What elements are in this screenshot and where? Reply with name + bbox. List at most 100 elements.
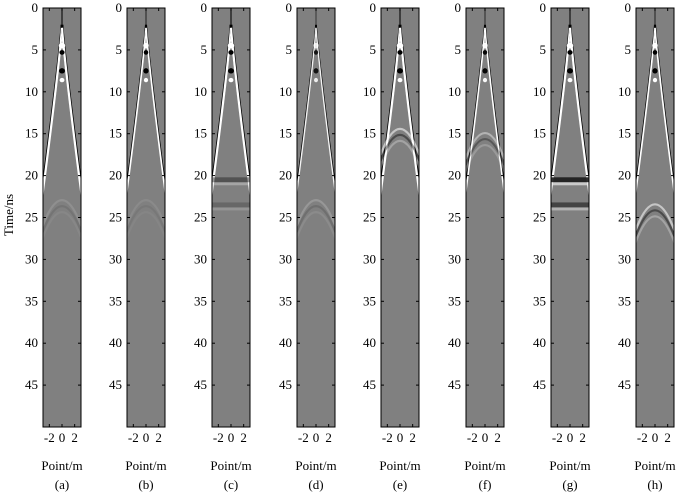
y-tick-label: 25 [109,210,122,225]
y-tick-label: 35 [533,293,546,308]
direct-wave-branch-light [381,27,402,199]
x-axis-label: Point/m [634,458,675,473]
y-tick-label: 20 [109,168,122,183]
y-tick-label: 30 [109,251,122,266]
panel-events [212,8,250,211]
y-tick-label: 5 [201,42,208,57]
x-tick-label: 2 [494,430,501,445]
direct-wave-blip [313,42,319,49]
direct-wave-branch-light [315,27,335,196]
y-tick-label: 10 [194,84,207,99]
x-axis-label: Point/m [464,458,505,473]
y-tick-label: 0 [32,0,39,15]
diffraction-arc [297,211,335,241]
diffraction-arc [466,144,504,174]
reflection-band-light [212,182,250,186]
direct-wave-blip [228,50,234,55]
y-tick-label: 40 [109,335,122,350]
x-axis-label: Point/m [125,458,166,473]
panel-events [127,8,165,241]
y-tick-label: 25 [363,210,376,225]
reflection-band-dark [551,177,589,183]
direct-wave-blip [397,50,403,55]
direct-wave-blip [482,42,488,49]
direct-wave-blip [396,42,404,49]
direct-wave-blip [482,77,488,83]
x-tick-label: 0 [228,430,235,445]
direct-wave-blip [567,50,573,55]
x-tick-label: 0 [567,430,574,445]
y-tick-label: 45 [363,377,376,392]
y-tick-label: 45 [25,377,38,392]
x-tick-label: 0 [143,430,150,445]
y-tick-label: 25 [194,210,207,225]
diffraction-arc [127,199,165,229]
x-tick-label: -2 [128,430,139,445]
y-tick-label: 10 [533,84,546,99]
diffraction-arc [127,205,165,235]
y-tick-label: 40 [25,335,38,350]
x-tick-label: 2 [155,430,162,445]
panel-events [297,8,335,241]
y-tick-label: 35 [363,293,376,308]
y-tick-label: 0 [370,0,377,15]
panel-label: (d) [308,477,323,492]
panel-label: (e) [393,477,407,492]
y-tick-label: 0 [540,0,547,15]
direct-wave-branch-light [60,27,81,199]
y-tick-label: 35 [448,293,461,308]
x-tick-label: -2 [637,430,648,445]
y-tick-label: 0 [116,0,123,15]
diffraction-arc [466,138,504,168]
panel-label: (c) [224,477,238,492]
x-axis-label: Point/m [295,458,336,473]
y-tick-label: 25 [618,210,631,225]
y-tick-label: 0 [286,0,293,15]
panel-label: (g) [562,477,577,492]
y-tick-label: 0 [201,0,208,15]
y-tick-label: 25 [279,210,292,225]
panel-background [466,8,504,427]
direct-wave-branch-light [212,27,233,199]
x-tick-label: 2 [240,430,247,445]
y-tick-label: 10 [618,84,631,99]
y-tick-label: 20 [194,168,207,183]
y-tick-label: 35 [618,293,631,308]
x-tick-label: -2 [213,430,224,445]
diffraction-arc [381,128,419,158]
y-tick-label: 45 [533,377,546,392]
x-axis-label: Point/m [210,458,251,473]
x-tick-label: 2 [579,430,586,445]
y-tick-label: 10 [109,84,122,99]
direct-wave-branch-light [229,27,250,199]
y-tick-label: 45 [279,377,292,392]
panel-events [381,8,419,199]
direct-wave-blip [652,68,658,74]
direct-wave-blip [652,77,658,83]
x-tick-label: -2 [552,430,563,445]
direct-wave-blip [143,77,149,83]
direct-wave-blip [482,68,488,74]
direct-wave-blip [227,42,235,49]
reflection-band-dark [551,202,589,208]
x-tick-label: 0 [397,430,404,445]
direct-wave-branch-light [398,27,419,199]
y-tick-label: 15 [194,126,207,141]
y-tick-label: 30 [533,251,546,266]
panel-background [127,8,165,427]
y-tick-label: 40 [448,335,461,350]
y-tick-label: 10 [25,84,38,99]
diffraction-arc [636,209,674,239]
x-tick-label: 0 [313,430,320,445]
reflection-band-dark [212,202,250,208]
diffraction-arc [297,199,335,229]
y-tick-label: 25 [25,210,38,225]
